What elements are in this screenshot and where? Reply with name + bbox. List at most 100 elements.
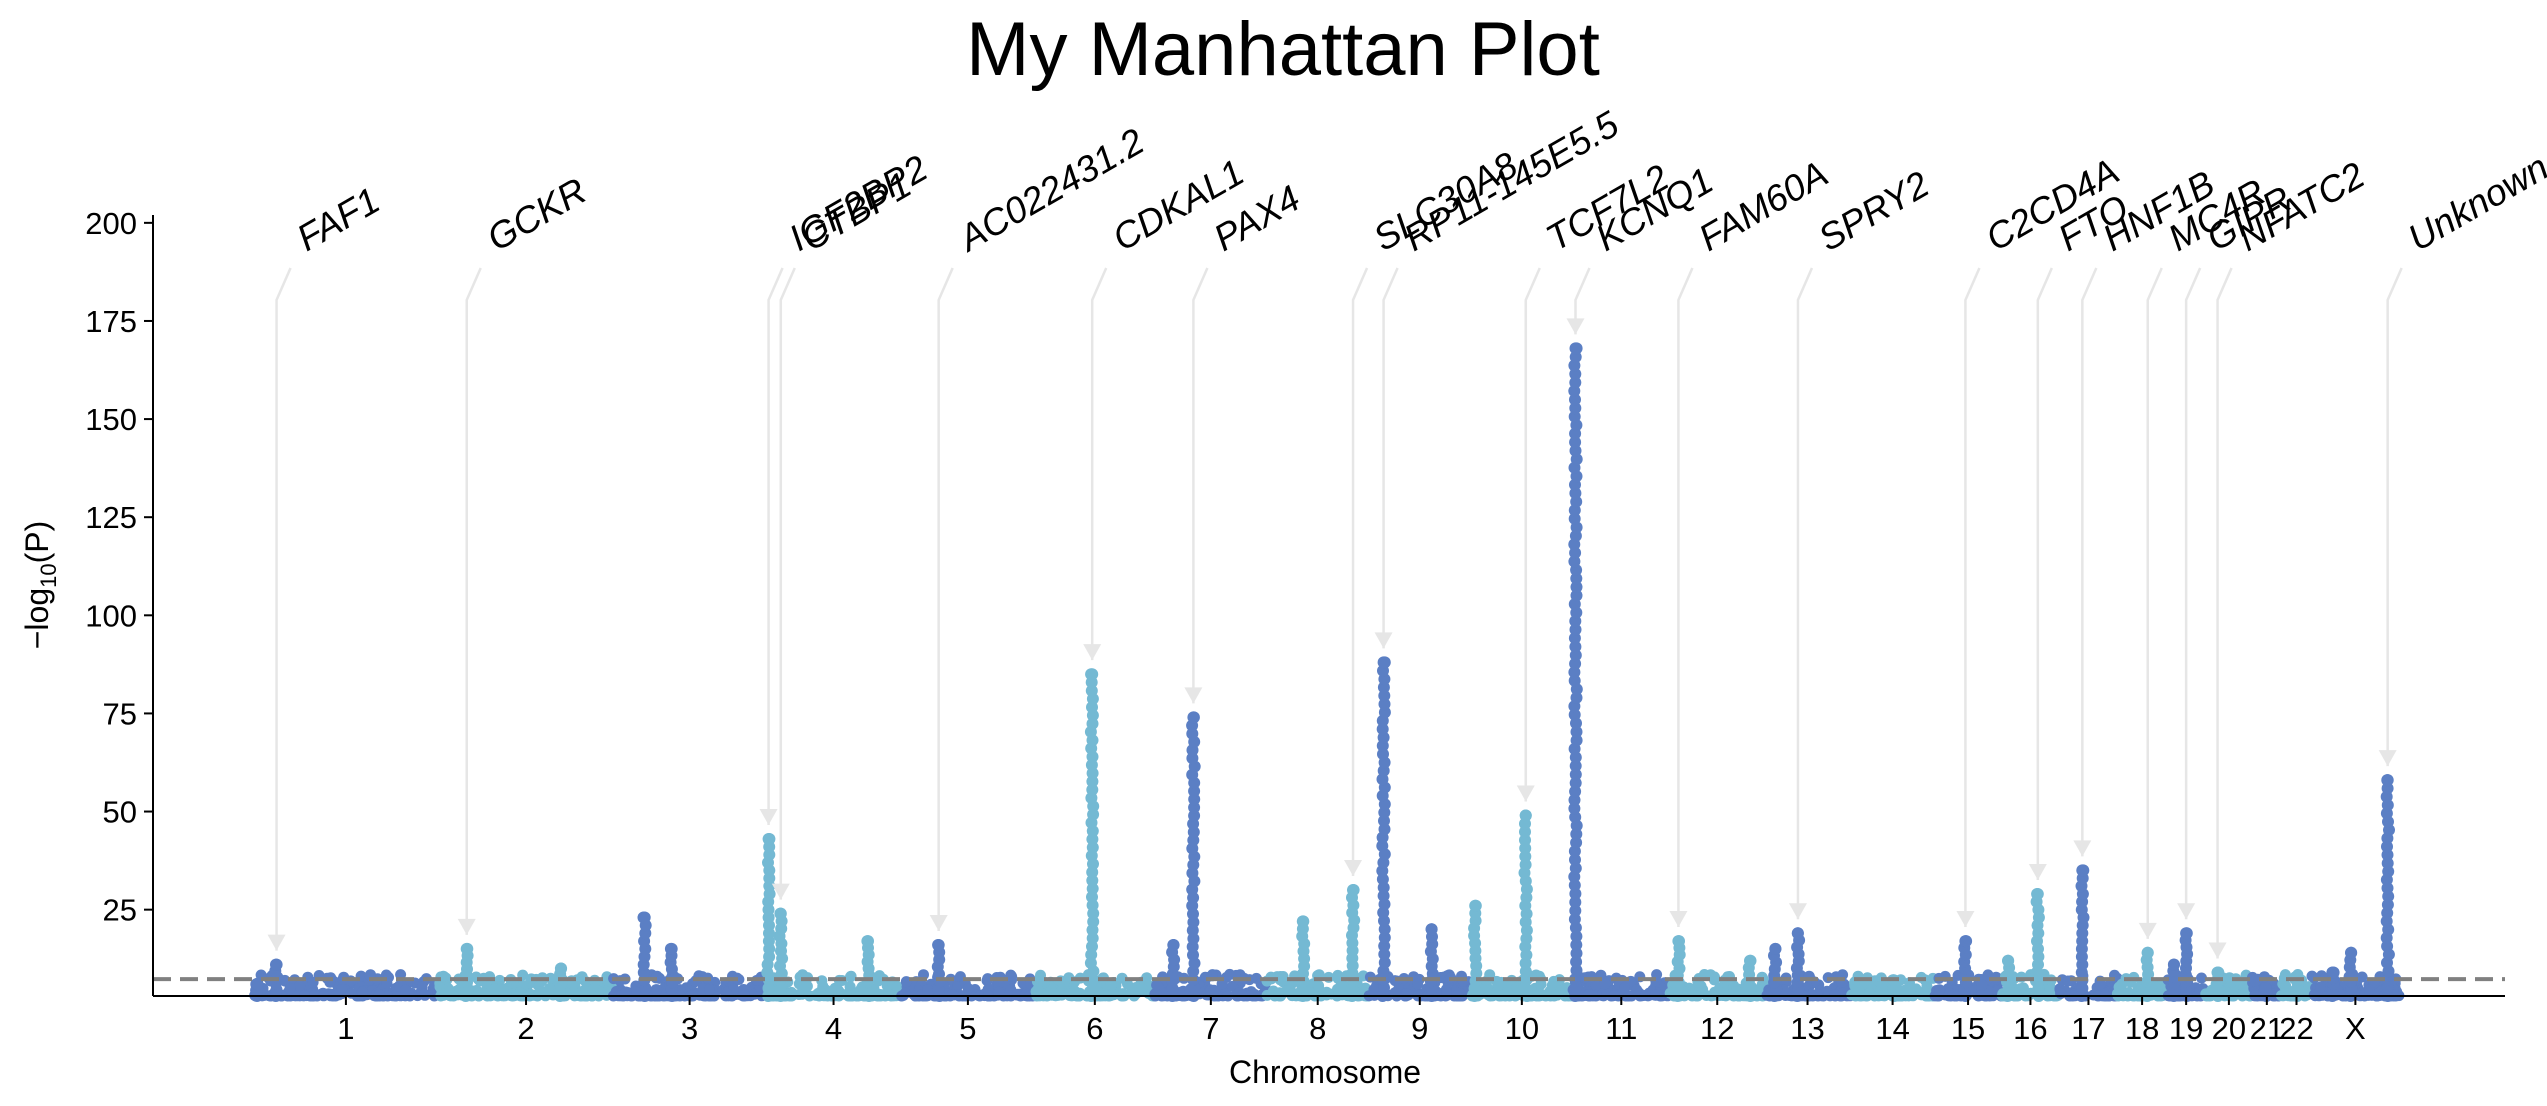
annotation-arrow-head xyxy=(457,918,476,935)
annotation-faf1: FAF1 xyxy=(267,180,387,951)
data-point xyxy=(294,980,306,992)
y-tick-label: 200 xyxy=(85,206,137,241)
x-tick-label: 18 xyxy=(2125,1011,2159,1046)
annotation-arrow-head xyxy=(2208,942,2227,959)
peak-top-point xyxy=(862,935,874,948)
annotation-pax4: PAX4 xyxy=(1184,177,1307,704)
x-tick-label: 20 xyxy=(2212,1011,2246,1046)
peak-point xyxy=(1569,811,1582,824)
data-point xyxy=(2249,976,2260,987)
annotation-arrow-head xyxy=(1956,911,1975,928)
data-point xyxy=(721,988,733,1000)
chromosome-17-points xyxy=(2054,864,2123,1002)
y-axis-label-main: −log xyxy=(19,588,55,649)
annotation-arrow-line xyxy=(767,267,784,826)
x-tick-label: 8 xyxy=(1309,1011,1326,1046)
peak-point xyxy=(1569,623,1582,636)
peak-top-point xyxy=(2381,774,2394,787)
annotation-ctbp1: CTBP1 xyxy=(771,164,918,900)
data-point xyxy=(1590,980,1602,992)
peak-point xyxy=(1568,555,1581,568)
annotation-rp11-145e5-5: RP11-145E5.5 xyxy=(1374,103,1626,649)
data-point xyxy=(1069,985,1081,997)
peak-top-point xyxy=(2141,946,2154,959)
data-point xyxy=(651,984,663,996)
data-point xyxy=(357,986,369,998)
x-tick-label: 17 xyxy=(2071,1011,2105,1046)
data-point xyxy=(2308,989,2320,1001)
data-point xyxy=(899,987,911,999)
annotation-arrow-line xyxy=(1524,267,1541,802)
annotation-arrow-head xyxy=(267,934,286,951)
peak-top-point xyxy=(762,833,775,845)
peak-top-point xyxy=(1187,711,1200,724)
peak-top-point xyxy=(2211,966,2224,979)
annotation-arrow-head xyxy=(1184,687,1203,704)
peak-point xyxy=(1569,436,1582,449)
annotation-arrow-head xyxy=(759,809,778,826)
chromosome-6-points xyxy=(1030,668,1160,1002)
x-tick-label: 7 xyxy=(1202,1011,1219,1046)
chromosome-14-points xyxy=(1846,970,1939,1002)
annotation-arrow-line xyxy=(779,267,796,900)
data-point xyxy=(1976,979,1988,991)
peak-point xyxy=(1568,674,1581,687)
chromosome-12-points xyxy=(1664,935,1770,1002)
x-tick-label: 16 xyxy=(2013,1011,2047,1046)
peak-point xyxy=(1570,581,1583,593)
annotation-label: GCKR xyxy=(480,170,593,259)
peak-top-point xyxy=(1791,927,1804,940)
peak-point xyxy=(1569,759,1582,772)
data-point xyxy=(1619,982,1630,994)
peak-top-point xyxy=(2167,958,2180,971)
data-point xyxy=(2055,987,2067,999)
peak-top-point xyxy=(1167,939,1180,951)
peak-point xyxy=(1570,938,1583,951)
peak-point xyxy=(1377,889,1390,902)
peak-point xyxy=(1569,376,1582,389)
peak-top-point xyxy=(638,911,651,924)
peak-point xyxy=(1519,834,1531,847)
data-point xyxy=(1541,989,1553,1001)
peak-top-point xyxy=(270,958,283,971)
peak-point xyxy=(1570,930,1583,943)
peak-point xyxy=(1568,512,1581,525)
annotation-arrow-head xyxy=(1083,644,1102,661)
y-tick-label: 75 xyxy=(103,696,137,731)
x-tick-label: 19 xyxy=(2169,1011,2203,1046)
annotation-arrow-line xyxy=(1796,267,1814,920)
annotation-arrow-head xyxy=(2073,840,2092,857)
chromosome-8-points xyxy=(1261,884,1374,1002)
annotation-label: FAM60A xyxy=(1692,153,1835,259)
data-point xyxy=(1535,978,1547,990)
chromosome-9-points xyxy=(1363,656,1474,1002)
annotation-arrow-head xyxy=(2028,863,2047,880)
peak-point xyxy=(1569,402,1582,415)
annotation-tcf7l2: TCF7L2 xyxy=(1516,156,1676,802)
chromosome-2-points xyxy=(434,942,619,1002)
x-tick-label: 13 xyxy=(1790,1011,1824,1046)
y-axis-ticks: 25 50 75 100 125 150 175 200 xyxy=(85,206,153,928)
x-tick-label: 5 xyxy=(959,1011,976,1046)
data-point xyxy=(373,989,385,1000)
peak-top-point xyxy=(1425,923,1438,936)
x-tick-label: X xyxy=(2345,1011,2366,1046)
data-point xyxy=(2095,978,2107,990)
data-point xyxy=(1440,985,1452,997)
peak-point xyxy=(1378,931,1391,944)
annotation-arrow-line xyxy=(1090,267,1108,661)
x-tick-label: 14 xyxy=(1875,1011,1909,1046)
data-point xyxy=(1279,986,1290,998)
data-point xyxy=(875,989,887,1001)
peak-top-point xyxy=(2180,927,2193,940)
x-tick-label: 12 xyxy=(1700,1011,1734,1046)
data-point xyxy=(982,973,994,985)
peak-point xyxy=(1568,879,1581,892)
data-point xyxy=(1481,981,1493,993)
peak-point xyxy=(1570,836,1583,849)
x-tick-label: 1 xyxy=(337,1011,354,1046)
peak-top-point xyxy=(665,942,678,955)
peak-point xyxy=(1568,802,1581,815)
